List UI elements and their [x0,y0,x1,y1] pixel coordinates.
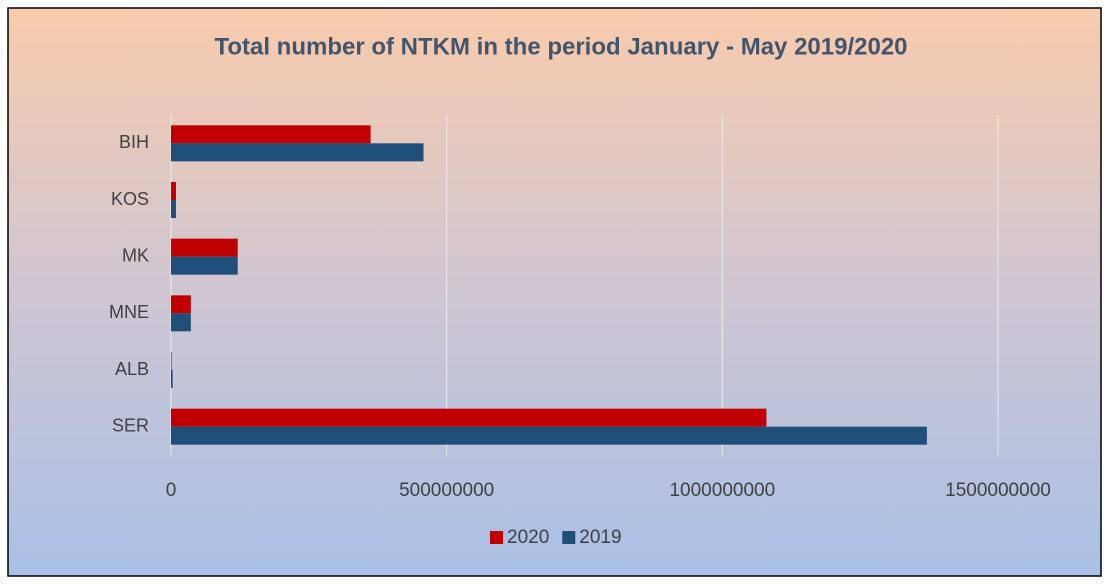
legend-swatch [490,531,503,544]
bar [171,256,238,275]
bar [171,352,172,370]
x-tick-label: 0 [166,480,177,501]
legend-label: 2019 [579,527,621,548]
bar [171,238,238,257]
bar [171,182,176,200]
bar [171,370,173,388]
bar [171,200,176,218]
legend-label: 2020 [507,527,549,548]
bar [171,295,191,314]
y-tick-label: KOS [111,189,149,209]
y-tick-label: ALB [115,359,149,379]
bar [171,143,424,162]
y-tick-label: MNE [109,302,149,322]
bar [171,426,927,445]
bar [171,313,191,332]
y-tick-label: BIH [119,132,149,152]
x-tick-label: 1500000000 [945,480,1051,501]
chart-background [7,7,1102,577]
bar [171,408,767,427]
y-tick-label: SER [112,415,149,435]
chart-title: Total number of NTKM in the period Janua… [214,33,907,60]
x-tick-label: 1000000000 [669,480,775,501]
bar [171,125,371,144]
x-tick-label: 500000000 [399,480,494,501]
y-tick-label: MK [122,245,149,265]
legend-swatch [562,531,576,544]
